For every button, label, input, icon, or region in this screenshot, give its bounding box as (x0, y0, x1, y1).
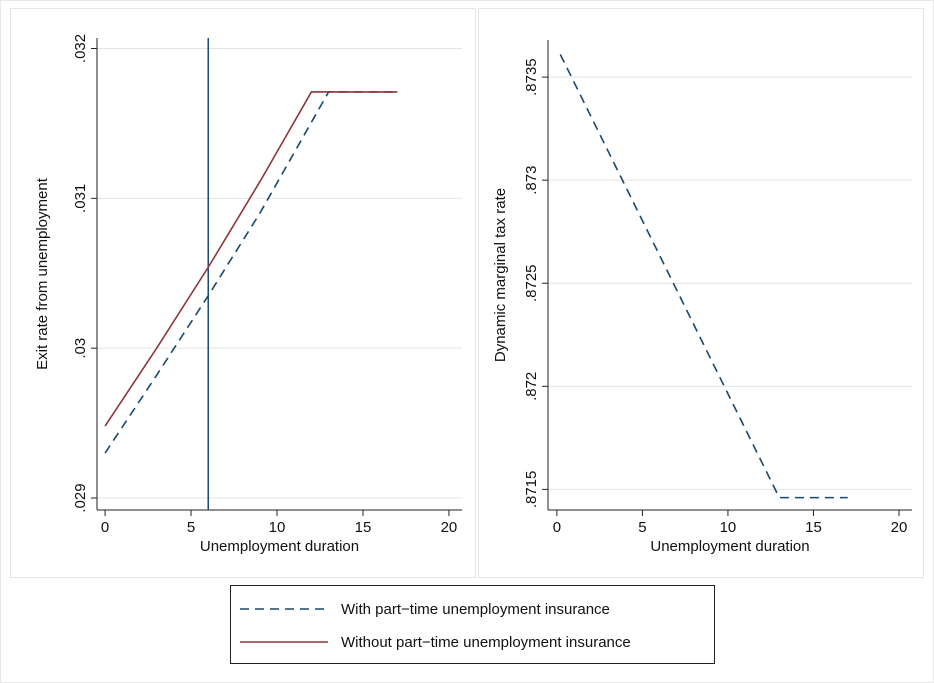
x-tick-label: 5 (187, 519, 195, 536)
x-tick-label: 10 (720, 519, 737, 536)
x-tick-label: 10 (269, 519, 286, 536)
x-axis-title: Unemployment duration (650, 538, 809, 555)
y-tick-label: .873 (523, 166, 540, 195)
y-tick-label: .872 (523, 372, 540, 401)
x-tick-label: 5 (638, 519, 646, 536)
legend-label: With part−time unemployment insurance (341, 601, 610, 618)
y-tick-label: .03 (72, 338, 89, 359)
y-tick-label: .8715 (523, 471, 540, 509)
y-tick-label: .032 (72, 34, 89, 63)
y-tick-label: .8725 (523, 264, 540, 302)
x-axis-title: Unemployment duration (200, 538, 359, 555)
panel-frame (10, 8, 476, 578)
legend-box (230, 585, 715, 664)
x-tick-label: 20 (441, 519, 458, 536)
y-tick-label: .029 (72, 483, 89, 512)
y-tick-label: .8735 (523, 58, 540, 96)
y-axis-title: Exit rate from unemployment (34, 177, 51, 370)
x-tick-label: 15 (355, 519, 372, 536)
x-tick-label: 20 (891, 519, 908, 536)
series-line (104, 91, 398, 427)
legend-label: Without part−time unemployment insurance (341, 634, 631, 651)
x-tick-label: 0 (553, 519, 561, 536)
y-axis-title: Dynamic marginal tax rate (492, 188, 509, 362)
x-tick-label: 15 (805, 519, 822, 536)
x-tick-label: 0 (101, 519, 109, 536)
y-tick-label: .031 (72, 184, 89, 213)
panel-frame (478, 8, 924, 578)
